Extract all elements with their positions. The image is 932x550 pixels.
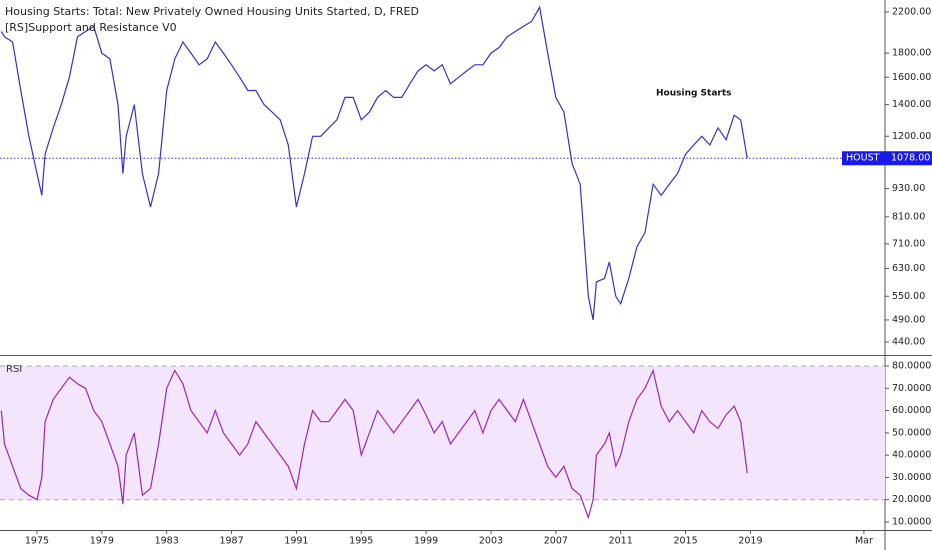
- y-tick-label: 70.0000: [892, 383, 931, 394]
- y-tick-label: 930.00: [892, 183, 925, 194]
- y-tick-label: 1600.00: [892, 72, 931, 83]
- indicator-title: [RS]Support and Resistance V0: [5, 21, 177, 34]
- x-tick-label: 1975: [25, 536, 49, 547]
- x-tick-label: 1991: [284, 536, 308, 547]
- x-tick-label: 1995: [349, 536, 373, 547]
- rsi-band: [0, 366, 885, 500]
- x-tick-label: 1979: [90, 536, 114, 547]
- x-tick-label: 2007: [544, 536, 568, 547]
- x-tick-label: 2003: [479, 536, 503, 547]
- last-value-name: HOUST: [846, 153, 880, 164]
- annotation: Housing Starts: [656, 89, 732, 99]
- y-tick-label: 440.00: [892, 337, 925, 348]
- y-tick-label: 40.0000: [892, 450, 931, 461]
- y-tick-label: 1800.00: [892, 48, 931, 59]
- chart-title: Housing Starts: Total: New Privately Own…: [5, 5, 419, 18]
- y-tick-label: 60.0000: [892, 405, 931, 416]
- y-tick-label: 1200.00: [892, 131, 931, 142]
- x-tick-label: 1999: [414, 536, 438, 547]
- y-tick-label: 1400.00: [892, 99, 931, 110]
- y-tick-label: 810.00: [892, 211, 925, 222]
- y-tick-label: 710.00: [892, 238, 925, 249]
- x-tick-label: 1987: [219, 536, 243, 547]
- y-tick-label: 50.0000: [892, 427, 931, 438]
- y-tick-label: 10.0000: [892, 516, 931, 527]
- last-value-label: 1078.00: [891, 153, 930, 164]
- x-tick-label: 2015: [673, 536, 697, 547]
- y-tick-label: 2200.00: [892, 6, 931, 17]
- y-tick-label: 490.00: [892, 314, 925, 325]
- y-tick-label: 80.0000: [892, 361, 931, 372]
- y-tick-label: 630.00: [892, 263, 925, 274]
- y-tick-label: 550.00: [892, 291, 925, 302]
- y-tick-label: 20.0000: [892, 494, 931, 505]
- x-tick-label: 2011: [609, 536, 633, 547]
- series-line: [0, 5, 748, 321]
- last-value-box: [842, 151, 932, 166]
- series-line: [0, 368, 748, 520]
- y-tick-label: 30.0000: [892, 472, 931, 483]
- x-tick-label: 1983: [155, 536, 179, 547]
- plot-layer: 440.00 490.00 550.00 630.00 710.00 810.00 930.…: [0, 5, 932, 547]
- x-tick-label: Mar: [855, 536, 873, 547]
- rsi-title: RSI: [6, 364, 22, 375]
- x-tick-label: 2019: [738, 536, 762, 547]
